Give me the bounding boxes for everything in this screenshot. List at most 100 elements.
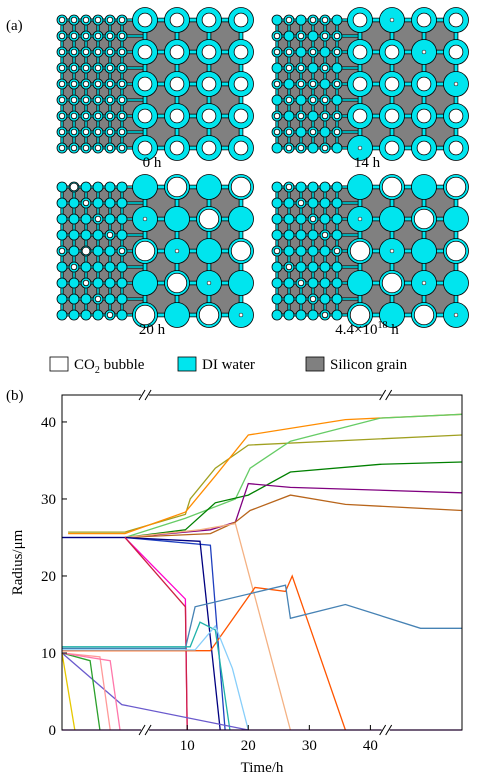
pore	[272, 198, 282, 208]
pore	[81, 310, 91, 320]
pore	[57, 294, 67, 304]
bubble	[107, 33, 113, 39]
pore	[308, 310, 318, 320]
y-axis-label: Radius/μm	[10, 529, 26, 595]
pore	[332, 294, 342, 304]
pore	[57, 278, 67, 288]
pore	[93, 246, 103, 256]
bubble	[334, 129, 340, 135]
pore	[197, 175, 222, 200]
legend-swatch	[306, 357, 324, 371]
x-axis-label: Time/h	[241, 760, 284, 776]
bubble	[71, 65, 77, 71]
panel-label: (a)	[6, 18, 23, 34]
bubble	[234, 13, 248, 27]
bubble	[70, 183, 78, 191]
legend-swatch	[50, 357, 68, 371]
data-line	[62, 585, 462, 648]
bubble	[449, 45, 463, 59]
pore	[296, 246, 306, 256]
pore	[57, 230, 67, 240]
bubble	[71, 49, 77, 55]
x-tick-label: 40	[363, 738, 378, 754]
data-line	[125, 414, 462, 537]
bubble	[286, 97, 292, 103]
pore	[69, 246, 79, 256]
bubble	[59, 145, 65, 151]
pore	[105, 182, 115, 192]
bubble	[390, 18, 394, 22]
pore	[105, 294, 115, 304]
bubble	[107, 232, 113, 238]
bubble	[382, 273, 402, 293]
pore	[332, 214, 342, 224]
pore	[117, 214, 127, 224]
pore	[69, 278, 79, 288]
pore	[320, 214, 330, 224]
bubble	[71, 113, 77, 119]
y-tick-label: 20	[41, 569, 56, 585]
bubble	[107, 65, 113, 71]
bubble	[202, 45, 216, 59]
bubble	[274, 49, 280, 55]
bubble	[207, 281, 211, 285]
bubble	[322, 113, 328, 119]
pore	[133, 175, 158, 200]
pore	[284, 31, 294, 41]
bubble	[119, 65, 125, 71]
bubble	[310, 296, 316, 302]
bubble	[274, 129, 280, 135]
bubble	[83, 33, 89, 39]
bubble	[298, 200, 304, 206]
pore	[57, 262, 67, 272]
legend-text: Silicon grain	[330, 357, 408, 373]
data-line	[125, 524, 291, 730]
bubble	[170, 141, 184, 155]
bubble	[274, 33, 280, 39]
bubble	[95, 33, 101, 39]
caption-text: 0 h	[143, 155, 162, 171]
bubble	[417, 141, 431, 155]
x-tick-label: 10	[180, 738, 195, 754]
pore	[308, 278, 318, 288]
bubble	[231, 177, 251, 197]
legend-text: CO	[74, 357, 95, 373]
pore	[412, 239, 437, 264]
bubble	[170, 77, 184, 91]
bubble	[286, 49, 292, 55]
plot-frame	[62, 395, 462, 730]
bubble	[119, 113, 125, 119]
bubble	[95, 296, 101, 302]
bubble	[83, 49, 89, 55]
y-tick-label: 30	[41, 492, 56, 508]
pore	[69, 214, 79, 224]
bubble	[119, 33, 125, 39]
pore	[93, 310, 103, 320]
data-line	[62, 653, 75, 730]
pore	[308, 111, 318, 121]
legend-label: CO2 bubble	[74, 357, 145, 376]
bubble	[107, 312, 113, 318]
pore	[284, 230, 294, 240]
bubble	[234, 109, 248, 123]
bubble	[334, 81, 340, 87]
pore	[57, 198, 67, 208]
pore	[57, 310, 67, 320]
bubble	[170, 13, 184, 27]
legend-label: Silicon grain	[330, 357, 408, 373]
bubble	[286, 65, 292, 71]
pore	[308, 262, 318, 272]
bubble	[353, 77, 367, 91]
bubble	[382, 177, 402, 197]
pore	[165, 207, 190, 232]
bubble	[119, 17, 125, 23]
pore	[308, 182, 318, 192]
bubble	[167, 177, 187, 197]
bubble	[414, 209, 434, 229]
pore	[308, 63, 318, 73]
bubble	[119, 97, 125, 103]
bubble	[95, 65, 101, 71]
data-line	[62, 653, 100, 730]
pore	[296, 95, 306, 105]
